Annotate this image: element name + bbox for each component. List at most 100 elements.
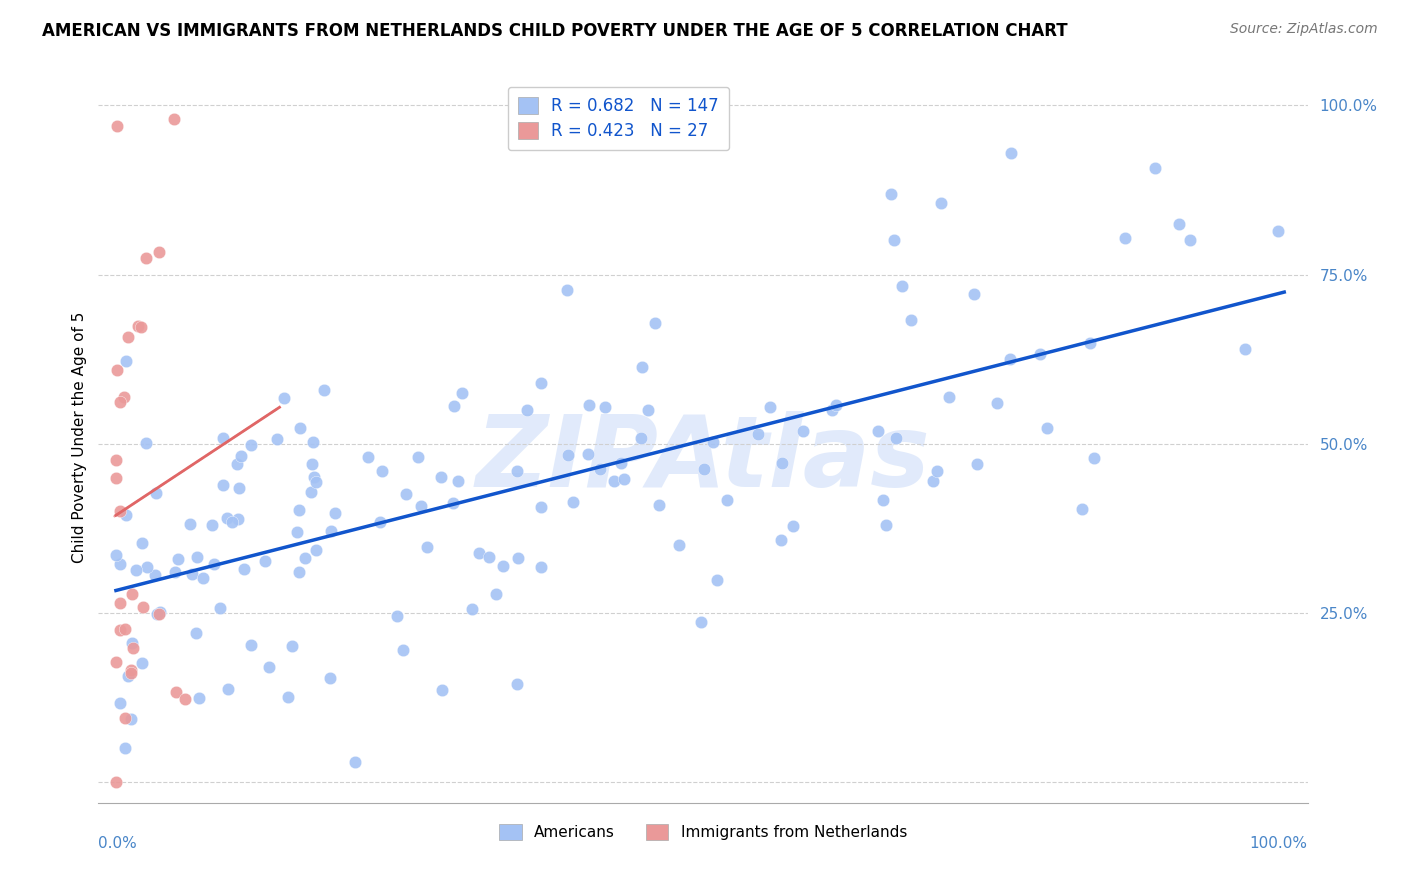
Point — [201, 518, 224, 533]
Point — [506, 464, 529, 478]
Point — [186, 550, 208, 565]
Point — [506, 676, 529, 690]
Point — [302, 470, 325, 484]
Point — [129, 319, 152, 334]
Point — [294, 550, 316, 565]
Point — [1234, 342, 1257, 356]
Point — [301, 458, 323, 472]
Point — [110, 558, 132, 572]
Point — [257, 660, 280, 674]
Point — [120, 665, 142, 680]
Point — [610, 456, 633, 470]
Y-axis label: Child Poverty Under the Age of 5: Child Poverty Under the Age of 5 — [72, 311, 87, 563]
Point — [163, 112, 186, 126]
Point — [108, 395, 131, 409]
Point — [229, 449, 252, 463]
Point — [145, 486, 167, 500]
Point — [478, 549, 501, 564]
Point — [105, 655, 128, 669]
Point — [114, 741, 136, 756]
Point — [648, 498, 671, 512]
Point — [288, 503, 311, 517]
Point — [692, 461, 714, 475]
Point — [108, 696, 131, 710]
Point — [208, 601, 231, 615]
Point — [1144, 161, 1167, 176]
Point — [702, 434, 724, 449]
Point — [253, 554, 276, 568]
Point — [301, 484, 323, 499]
Point — [561, 494, 583, 508]
Point — [117, 669, 139, 683]
Point — [770, 456, 793, 470]
Point — [281, 639, 304, 653]
Point — [165, 685, 187, 699]
Point — [1000, 351, 1022, 366]
Point — [288, 421, 311, 435]
Point — [875, 518, 897, 533]
Point — [217, 681, 239, 696]
Point — [460, 602, 482, 616]
Point — [110, 504, 132, 518]
Point — [122, 641, 145, 656]
Point — [406, 450, 429, 464]
Point — [202, 558, 225, 572]
Text: 100.0%: 100.0% — [1250, 836, 1308, 851]
Point — [530, 376, 553, 391]
Point — [233, 562, 256, 576]
Point — [1036, 421, 1059, 435]
Point — [769, 533, 792, 548]
Legend: Americans, Immigrants from Netherlands: Americans, Immigrants from Netherlands — [494, 818, 912, 847]
Point — [148, 607, 170, 621]
Point — [866, 424, 889, 438]
Point — [266, 432, 288, 446]
Point — [557, 448, 579, 462]
Point — [285, 525, 308, 540]
Point — [782, 519, 804, 533]
Point — [323, 506, 346, 520]
Point — [228, 481, 250, 495]
Point — [416, 540, 439, 554]
Point — [637, 402, 659, 417]
Point — [432, 682, 454, 697]
Point — [131, 657, 153, 671]
Point — [314, 384, 336, 398]
Point — [319, 671, 342, 685]
Point — [555, 283, 578, 297]
Point — [385, 609, 408, 624]
Point — [938, 390, 960, 404]
Point — [239, 438, 262, 452]
Point — [825, 398, 848, 412]
Point — [186, 625, 208, 640]
Point — [792, 424, 814, 438]
Point — [1083, 451, 1105, 466]
Point — [409, 499, 432, 513]
Point — [148, 606, 170, 620]
Point — [112, 390, 135, 404]
Point — [706, 573, 728, 587]
Point — [468, 546, 491, 560]
Point — [900, 312, 922, 326]
Text: AMERICAN VS IMMIGRANTS FROM NETHERLANDS CHILD POVERTY UNDER THE AGE OF 5 CORRELA: AMERICAN VS IMMIGRANTS FROM NETHERLANDS … — [42, 22, 1067, 40]
Point — [181, 567, 204, 582]
Point — [630, 432, 652, 446]
Point — [221, 515, 243, 529]
Point — [301, 434, 323, 449]
Point — [212, 431, 235, 445]
Point — [492, 559, 515, 574]
Point — [120, 663, 142, 677]
Point — [174, 692, 197, 706]
Point — [925, 465, 948, 479]
Point — [305, 475, 328, 489]
Point — [1178, 233, 1201, 247]
Point — [613, 472, 636, 486]
Point — [441, 496, 464, 510]
Point — [1168, 217, 1191, 231]
Text: 0.0%: 0.0% — [98, 836, 138, 851]
Point — [1000, 145, 1022, 160]
Point — [114, 354, 136, 368]
Point — [191, 571, 214, 585]
Point — [821, 403, 844, 417]
Point — [105, 548, 128, 562]
Point — [135, 435, 157, 450]
